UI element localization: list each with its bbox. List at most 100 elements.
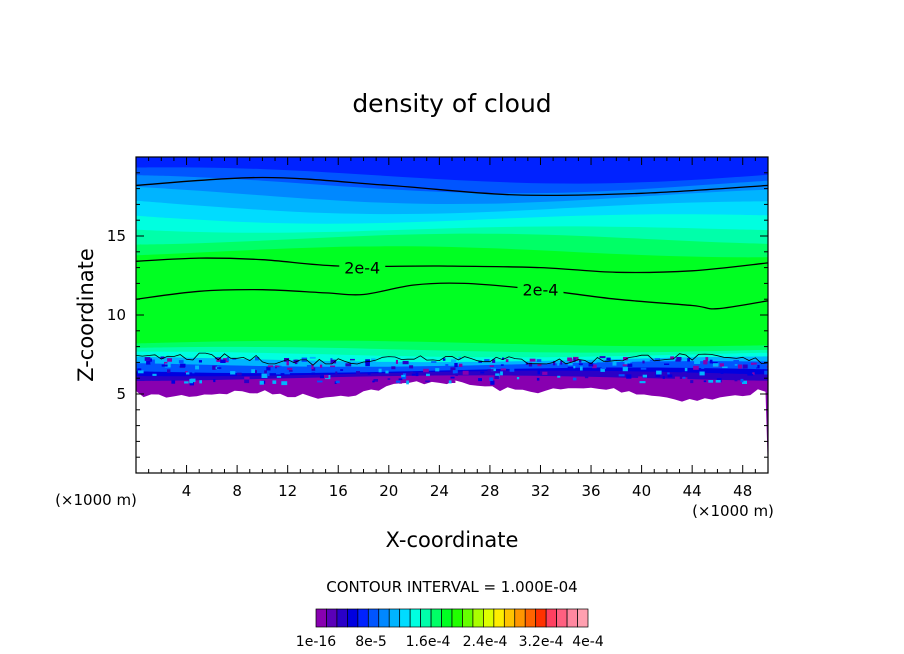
noise-speck (674, 376, 680, 380)
noise-speck (220, 359, 226, 363)
colorbar-swatch (399, 608, 411, 628)
contour-lines (136, 176, 768, 310)
colorbar-swatch (315, 608, 327, 628)
noise-speck (588, 362, 594, 367)
noise-speck (705, 357, 709, 362)
colorbar (315, 608, 589, 628)
y-tick-label: 5 (116, 385, 126, 403)
x-unit-right: (×1000 m) (692, 502, 774, 520)
noise-speck (458, 363, 463, 367)
x-unit-left: (×1000 m) (55, 491, 137, 509)
noise-speck (642, 360, 645, 364)
x-tick-label: 24 (430, 482, 449, 500)
noise-speck (667, 372, 670, 375)
noise-speck (385, 376, 391, 379)
colorbar-swatch (451, 608, 463, 628)
noise-speck (426, 373, 430, 377)
noise-speck (599, 356, 606, 359)
colorbar-swatch (430, 608, 442, 628)
noise-speck (567, 366, 574, 370)
noise-speck (592, 364, 597, 369)
noise-speck (385, 370, 389, 374)
noise-speck (244, 379, 250, 384)
noise-speck (500, 371, 503, 376)
noise-speck (287, 367, 293, 370)
noise-speck (622, 367, 628, 372)
noise-speck (758, 374, 761, 379)
noise-speck (667, 374, 673, 378)
noise-speck (365, 361, 370, 367)
noise-speck (612, 378, 618, 381)
noise-speck (266, 371, 270, 376)
noise-speck (281, 381, 288, 386)
noise-speck (480, 371, 485, 374)
noise-speck (335, 380, 340, 384)
noise-speck (670, 356, 674, 360)
contour-interval: CONTOUR INTERVAL = 1.000E-04 (326, 578, 577, 596)
noise-speck (335, 371, 338, 375)
noise-speck (330, 359, 337, 364)
noise-speck (372, 380, 375, 383)
colorbar-swatch (388, 608, 401, 628)
noise-speck (701, 365, 705, 369)
noise-speck (624, 360, 631, 365)
noise-speck (664, 363, 670, 365)
noise-speck (244, 376, 250, 380)
noise-speck (423, 368, 429, 373)
noise-speck (415, 372, 419, 377)
colorbar-label: 3.2e-4 (519, 634, 564, 650)
x-tick-label: 36 (581, 482, 600, 500)
noise-speck (195, 365, 199, 370)
colorbar-labels: 1e-16 8e-5 1.6e-4 2.4e-4 3.2e-4 4e-4 (296, 634, 604, 650)
x-axis-label: X-coordinate (386, 528, 519, 552)
noise-speck (567, 362, 573, 366)
x-tick-label: 48 (733, 482, 752, 500)
colorbar-label: 4e-4 (572, 634, 604, 650)
noise-speck (216, 358, 222, 362)
x-tick-label: 44 (683, 482, 702, 500)
noise-speck (259, 380, 264, 385)
noise-speck (261, 373, 268, 378)
noise-speck (462, 370, 469, 375)
noise-speck (220, 376, 226, 379)
noise-speck (656, 370, 662, 375)
cloud-base-noise (136, 352, 768, 473)
noise-speck (557, 375, 561, 378)
noise-speck (694, 359, 701, 364)
noise-speck (391, 366, 396, 370)
noise-speck (751, 362, 757, 365)
noise-speck (250, 380, 254, 384)
noise-speck (711, 361, 718, 364)
noise-speck (350, 358, 355, 361)
contour-label: 2e-4 (344, 259, 380, 278)
noise-speck (699, 371, 705, 376)
noise-speck (161, 364, 168, 367)
noise-speck (406, 380, 409, 385)
noise-speck (398, 378, 403, 381)
noise-speck (150, 359, 155, 364)
noise-speck (638, 376, 643, 379)
noise-speck (189, 378, 193, 384)
noise-speck (649, 359, 654, 362)
noise-speck (435, 368, 440, 372)
noise-speck (676, 357, 682, 361)
colorbar-swatch (336, 608, 348, 628)
noise-speck (445, 364, 449, 369)
noise-speck (753, 364, 758, 368)
noise-speck (276, 376, 282, 378)
noise-speck (212, 365, 218, 370)
noise-speck (579, 359, 582, 363)
noise-speck (171, 380, 176, 384)
noise-speck (572, 377, 577, 381)
noise-speck (426, 371, 431, 376)
noise-speck (709, 359, 713, 364)
noise-speck (528, 362, 533, 367)
noise-speck (621, 372, 626, 374)
noise-speck (682, 377, 688, 381)
noise-speck (324, 374, 329, 379)
noise-speck (682, 371, 687, 376)
noise-speck (623, 357, 628, 361)
noise-speck (198, 360, 202, 363)
contour-label: 2e-4 (522, 281, 558, 300)
y-tick-label: 10 (107, 306, 126, 324)
